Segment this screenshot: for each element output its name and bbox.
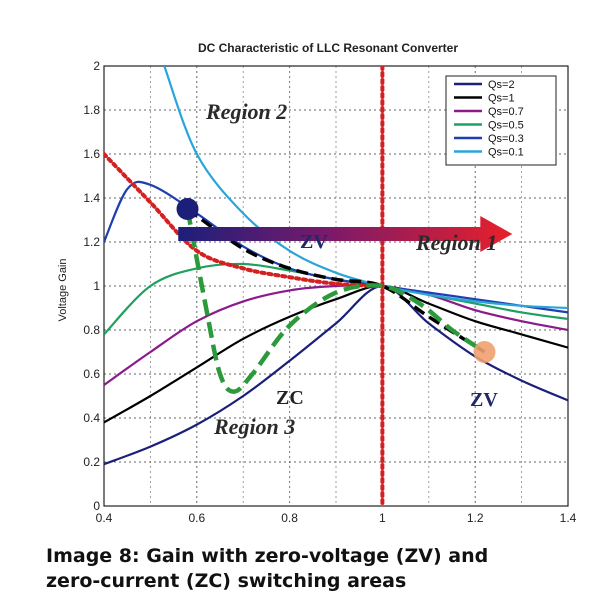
series-line-0 xyxy=(104,284,568,466)
region-1-label: Region 1 xyxy=(415,230,497,255)
zv-upper-label: ZV xyxy=(300,231,328,253)
y-tick-label-6: 1.2 xyxy=(83,235,100,249)
y-tick-label-3: 0.6 xyxy=(83,367,100,381)
y-tick-label-10: 2 xyxy=(93,59,100,73)
legend-entry-2: Qs=0.7 xyxy=(488,106,524,118)
y-tick-label-9: 1.8 xyxy=(83,103,100,117)
series-line-2 xyxy=(104,284,568,386)
x-tick-label-2: 0.8 xyxy=(281,511,298,525)
legend-entry-5: Qs=0.1 xyxy=(488,147,524,159)
legend-entry-4: Qs=0.3 xyxy=(488,133,524,145)
legend-entry-1: Qs=1 xyxy=(488,93,515,105)
region-transition-arrow xyxy=(178,216,513,252)
caption-line-1: Image 8: Gain with zero-voltage (ZV) and xyxy=(46,545,489,567)
caption-line-2: zero-current (ZC) switching areas xyxy=(46,570,407,592)
chart-title: DC Characteristic of LLC Resonant Conver… xyxy=(198,41,458,55)
x-tick-label-0: 0.4 xyxy=(96,511,113,525)
x-tick-label-4: 1.2 xyxy=(467,511,484,525)
y-tick-label-2: 0.4 xyxy=(83,411,100,425)
y-axis-label: Voltage Gain xyxy=(57,259,69,322)
region-2-label: Region 2 xyxy=(205,99,287,124)
y-tick-label-0: 0 xyxy=(93,499,100,513)
series-group xyxy=(104,66,568,506)
legend-box xyxy=(445,75,557,166)
x-tick-label-3: 1 xyxy=(379,511,386,525)
marker-orange xyxy=(473,341,496,363)
marker-navy xyxy=(176,198,199,220)
series-line-4 xyxy=(104,180,568,314)
zv-zc-boundary-dashed-green xyxy=(185,208,486,394)
legend-entry-0: Qs=2 xyxy=(488,79,515,91)
legend-entry-3: Qs=0.5 xyxy=(488,120,524,132)
series-line-5 xyxy=(163,66,568,310)
y-tick-label-8: 1.6 xyxy=(83,147,100,161)
llc-gain-chart: DC Characteristic of LLC Resonant Conver… xyxy=(57,41,577,525)
zc-label: ZC xyxy=(276,387,304,409)
region-boundary-dotted-curve xyxy=(104,152,385,288)
x-tick-label-1: 0.6 xyxy=(188,511,205,525)
y-tick-label-7: 1.4 xyxy=(83,191,100,205)
plot-area: 0.4 0.6 0.8 1 1.2 1.4 0 0.2 0.4 0.6 0.8 1 1.2 1.4 1.6 1… xyxy=(83,59,576,525)
region-3-label: Region 3 xyxy=(213,414,295,439)
peak-gain-dashed-black xyxy=(186,207,486,354)
x-tick-label-5: 1.4 xyxy=(560,511,577,525)
zv-lower-label: ZV xyxy=(470,389,498,411)
y-tick-label-4: 0.8 xyxy=(83,323,100,337)
series-line-1 xyxy=(104,284,568,424)
y-tick-label-1: 0.2 xyxy=(83,455,100,469)
figure-caption: Image 8: Gain with zero-voltage (ZV) and… xyxy=(46,544,566,594)
plot-frame xyxy=(103,65,569,507)
y-tick-label-5: 1 xyxy=(93,279,100,293)
